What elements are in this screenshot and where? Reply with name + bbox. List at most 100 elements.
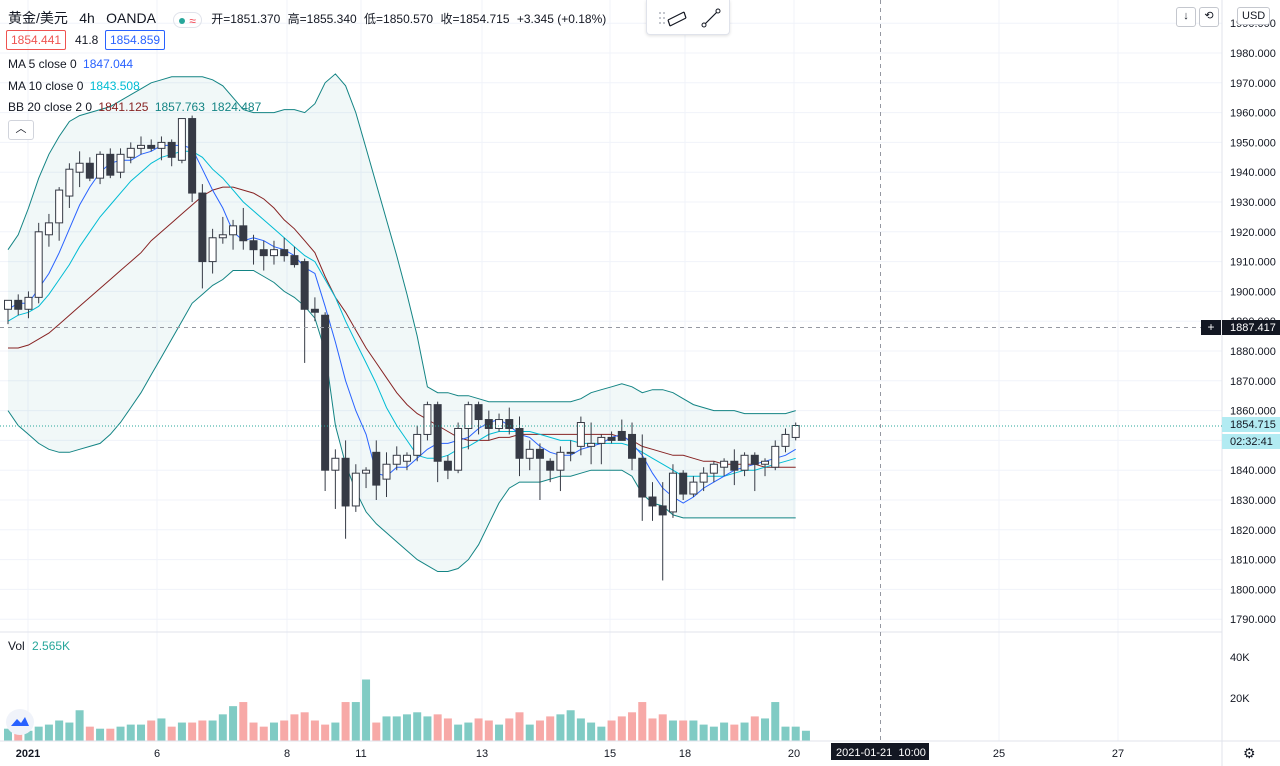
ma10-legend[interactable]: MA 10 close 0 1843.508: [8, 79, 140, 93]
candle: [177, 118, 186, 164]
market-status[interactable]: ≈: [173, 11, 202, 28]
plus-icon: +: [1207, 320, 1214, 334]
volume-bar: [505, 718, 514, 741]
parallel-channel-tool-icon[interactable]: [665, 6, 689, 30]
candle: [96, 151, 105, 185]
scroll-down-button[interactable]: ↓: [1176, 7, 1196, 27]
last-price-badge: [1222, 417, 1280, 432]
candle: [382, 452, 391, 498]
price-axis-label: 1930.000: [1230, 197, 1276, 209]
price-axis-labels: 1990.0001980.0001970.0001960.0001950.000…: [1230, 18, 1276, 626]
tradingview-logo-icon[interactable]: [6, 709, 34, 735]
candle: [208, 228, 217, 274]
scroll-down-icon: ↓: [1183, 10, 1189, 22]
bb-basis-value: 1841.125: [98, 100, 149, 114]
bb-legend[interactable]: BB 20 close 2 0 1841.125 1857.763 1824.4…: [8, 100, 261, 114]
currency-button[interactable]: USD: [1237, 7, 1271, 25]
volume-bar: [341, 702, 350, 741]
volume-bar: [218, 714, 227, 741]
candle: [75, 151, 84, 188]
volume-bar: [423, 716, 432, 741]
trendline-tool-icon[interactable]: [699, 6, 723, 30]
volume-bar: [167, 726, 176, 741]
ma5-value: 1847.044: [83, 57, 134, 71]
collapse-legend-button[interactable]: ︿: [8, 120, 34, 140]
volume-bar: [34, 726, 43, 741]
candles: [4, 115, 800, 581]
candle: [218, 216, 227, 244]
candle: [505, 407, 514, 435]
candle: [188, 115, 197, 202]
ma10-line: [7, 150, 796, 477]
settings-gear-icon[interactable]: ⚙: [1243, 745, 1256, 761]
volume-bar: [300, 712, 309, 741]
candle: [280, 237, 289, 262]
open-value: 开=1851.370: [211, 12, 281, 26]
volume-bar: [781, 726, 790, 741]
candle: [34, 222, 43, 304]
volume-axis-label: 20K: [1230, 693, 1250, 705]
volume-bar: [290, 714, 299, 741]
volume-bar: [474, 718, 483, 741]
volume-bar: [556, 714, 565, 741]
volume-bar: [433, 714, 442, 741]
volume-bar: [126, 724, 135, 741]
source-label: OANDA: [106, 10, 156, 26]
ma10-value: 1843.508: [89, 79, 140, 93]
price-axis-label: 1800.000: [1230, 584, 1276, 596]
volume-bar: [321, 724, 330, 741]
volume-bar: [96, 728, 105, 741]
candle: [556, 446, 565, 492]
candle: [443, 455, 452, 480]
bollinger-band-fill: [8, 73, 796, 572]
candle: [587, 422, 596, 465]
candle: [791, 422, 800, 441]
sell-price-button[interactable]: 1854.441: [6, 30, 67, 50]
volume-bar: [4, 728, 12, 741]
volume-legend[interactable]: Vol 2.565K: [8, 639, 70, 653]
symbol-name[interactable]: 黄金/美元: [8, 10, 68, 26]
volume-bar: [136, 724, 145, 741]
candle: [167, 139, 176, 167]
candle: [351, 464, 360, 512]
price-axis-label: 1840.000: [1230, 465, 1276, 477]
candle: [597, 434, 606, 465]
volume-bar: [648, 718, 657, 741]
candle: [679, 470, 688, 500]
volume-bar: [771, 702, 780, 741]
volume-bar: [310, 720, 319, 741]
candle: [402, 452, 411, 471]
volume-bar: [699, 724, 708, 741]
ma5-legend[interactable]: MA 5 close 0 1847.044: [8, 57, 133, 71]
candle: [413, 425, 422, 462]
time-axis-label: 11: [355, 748, 366, 760]
candle: [576, 416, 585, 456]
volume-bar: [208, 720, 217, 741]
candle: [689, 476, 698, 498]
buy-price-button[interactable]: 1854.859: [105, 30, 166, 50]
price-axis-label: 1980.000: [1230, 48, 1276, 60]
volume-bar: [515, 712, 524, 741]
time-axis-label: 15: [604, 748, 616, 760]
volume-bar: [791, 726, 800, 741]
bollinger-upper-line: [7, 73, 796, 415]
candle: [341, 440, 350, 539]
volume-bar: [566, 710, 575, 741]
interval-label[interactable]: 4h: [79, 10, 95, 26]
candle: [300, 258, 309, 363]
volume-bar: [239, 702, 248, 741]
candle: [495, 413, 504, 432]
ma5-line: [7, 144, 796, 504]
candle: [750, 452, 759, 492]
volume-bar: [106, 728, 115, 741]
price-axis-label: 1920.000: [1230, 227, 1276, 239]
candle: [136, 136, 145, 155]
crosshair-add-button[interactable]: [1201, 320, 1221, 335]
volume-bar: [535, 720, 544, 741]
countdown-badge: [1222, 434, 1280, 449]
drag-handle-icon[interactable]: [651, 6, 675, 30]
candle: [362, 467, 371, 489]
auto-scale-button[interactable]: ⟲: [1199, 7, 1219, 27]
candle: [106, 148, 115, 179]
